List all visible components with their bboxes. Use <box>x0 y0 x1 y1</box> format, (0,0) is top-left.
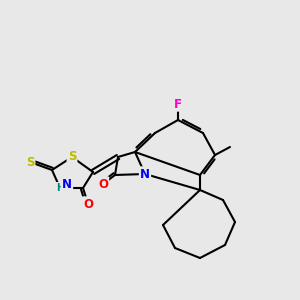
Text: O: O <box>83 197 93 211</box>
Text: S: S <box>26 155 34 169</box>
Text: F: F <box>174 98 182 110</box>
Text: O: O <box>98 178 108 190</box>
Text: N: N <box>140 167 150 181</box>
Text: S: S <box>68 151 76 164</box>
Text: H: H <box>56 183 64 193</box>
Text: N: N <box>62 178 72 191</box>
